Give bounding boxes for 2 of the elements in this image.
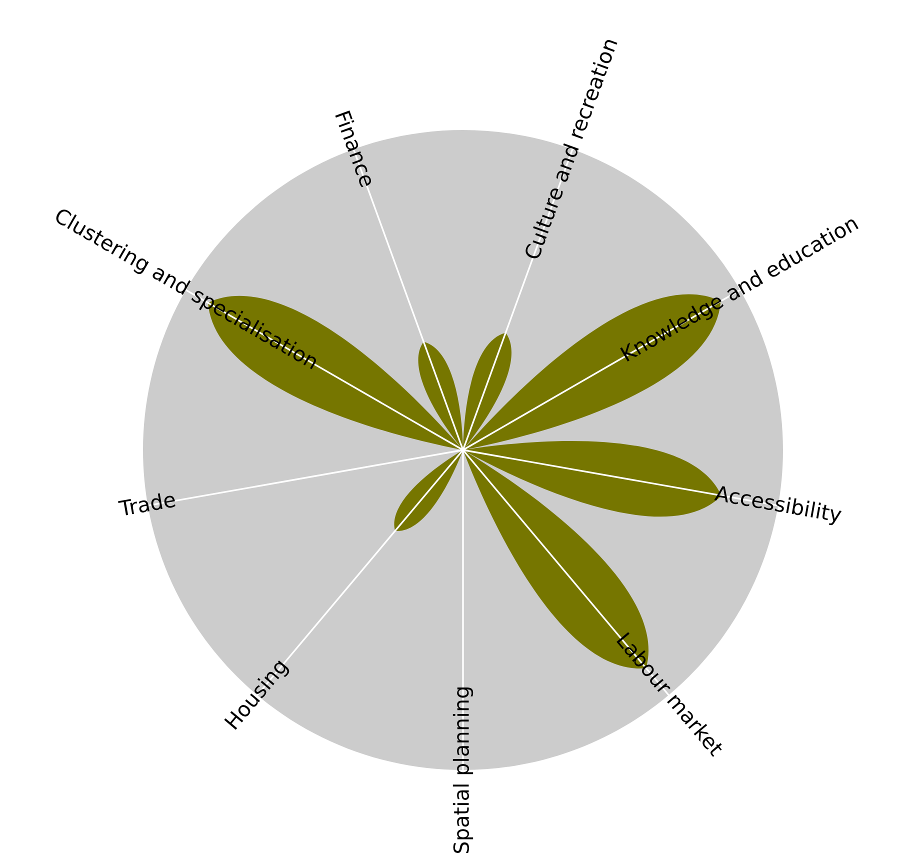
spoke-label: Trade xyxy=(118,490,176,516)
spoke-label: Spatial planning xyxy=(452,688,474,854)
